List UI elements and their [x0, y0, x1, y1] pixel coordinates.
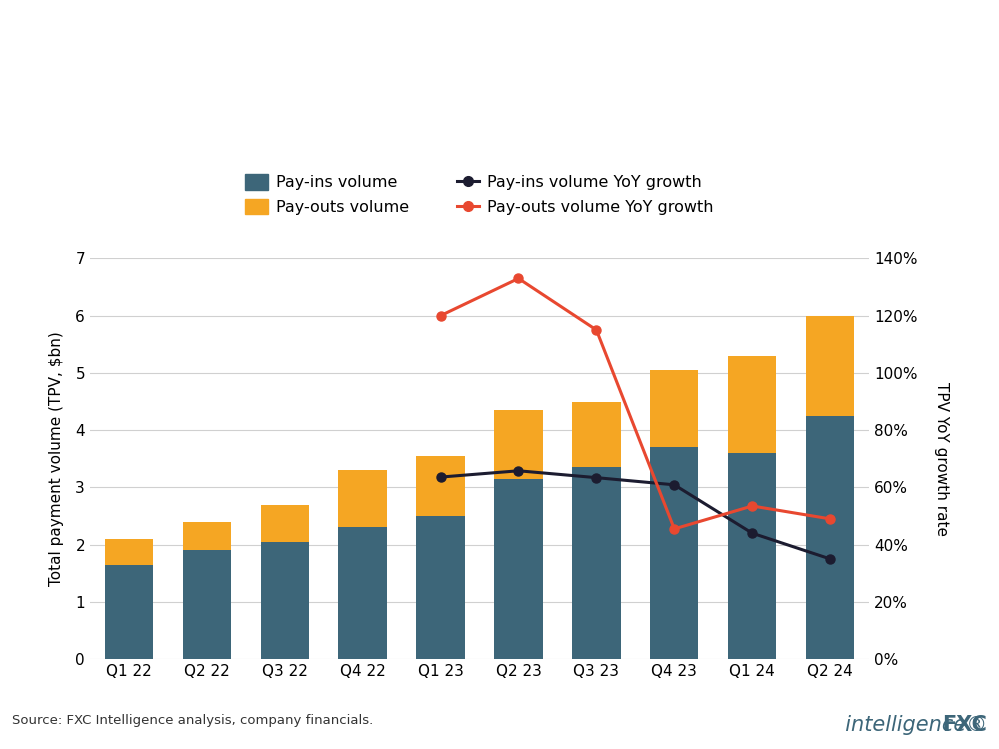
Bar — [495, 479, 542, 659]
Bar — [728, 356, 776, 453]
Bar — [806, 315, 854, 416]
Y-axis label: Total payment volume (TPV, $bn): Total payment volume (TPV, $bn) — [49, 331, 64, 586]
Legend: Pay-ins volume, Pay-outs volume, Pay-ins volume YoY growth, Pay-outs volume YoY : Pay-ins volume, Pay-outs volume, Pay-ins… — [246, 175, 713, 215]
Bar — [261, 542, 309, 659]
Bar — [261, 505, 309, 542]
Bar — [650, 447, 698, 659]
Text: intelligence®: intelligence® — [779, 715, 987, 736]
Bar — [572, 401, 620, 467]
Bar — [417, 456, 465, 516]
Y-axis label: TPV YoY growth rate: TPV YoY growth rate — [934, 382, 949, 536]
Bar — [806, 416, 854, 659]
Bar — [105, 539, 153, 565]
Bar — [417, 516, 465, 659]
Text: dLocal sees pay-outs account for a growing share of TPV: dLocal sees pay-outs account for a growi… — [12, 28, 945, 57]
Bar — [339, 527, 387, 659]
Bar — [572, 467, 620, 659]
Bar — [650, 370, 698, 447]
Text: Source: FXC Intelligence analysis, company financials.: Source: FXC Intelligence analysis, compa… — [12, 714, 374, 727]
Bar — [105, 565, 153, 659]
Bar — [728, 453, 776, 659]
Bar — [183, 522, 231, 551]
Bar — [183, 551, 231, 659]
Text: FXC: FXC — [942, 715, 987, 736]
Text: dLocal quarterly pay-in and pay-out volume and YoY growth, 2021-2024: dLocal quarterly pay-in and pay-out volu… — [12, 85, 714, 104]
Bar — [339, 470, 387, 527]
Bar — [495, 410, 542, 479]
